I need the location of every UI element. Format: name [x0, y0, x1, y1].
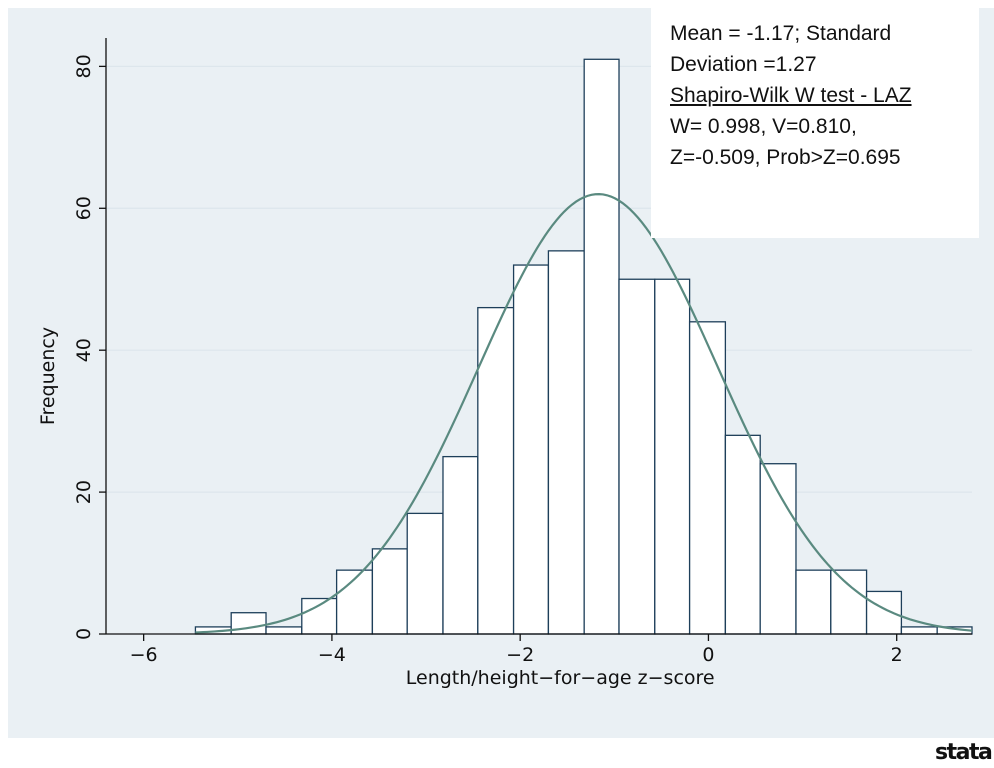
histogram-bar-19 [830, 569, 868, 635]
y-tick-label: 20 [73, 480, 95, 504]
histogram-bar-9 [477, 306, 515, 635]
x-tick-label: 2 [891, 644, 903, 666]
histogram-bar-10 [512, 264, 550, 635]
histogram-bar-2 [230, 612, 267, 635]
histogram-bar-3 [265, 626, 303, 635]
x-tick-label: −6 [130, 644, 158, 666]
y-tick-label: 0 [73, 628, 95, 640]
histogram-bar-16 [724, 434, 761, 635]
stats-line-test-title: Shapiro-Wilk W test - LAZ [670, 84, 912, 107]
histogram-bar-8 [442, 455, 479, 635]
histogram-bar-18 [795, 569, 832, 635]
statistics-annotation: Mean = -1.17; Standard Deviation =1.27 S… [651, 8, 979, 238]
histogram-bar-14 [654, 278, 691, 635]
normal-density-curve [195, 193, 973, 634]
axes [99, 38, 972, 641]
y-tick-label: 60 [73, 196, 95, 220]
stata-logo: stata [934, 738, 994, 765]
histogram-bar-17 [759, 463, 797, 635]
stats-line-z-prob: Z=-0.509, Prob>Z=0.695 [670, 146, 901, 169]
histogram-bars [194, 58, 973, 635]
histogram-bar-7 [406, 512, 444, 635]
histogram-bar-6 [371, 548, 408, 635]
histogram-bar-12 [583, 58, 620, 635]
stats-line-mean: Mean = -1.17; Standard [670, 22, 892, 45]
histogram-bar-15 [688, 321, 727, 635]
histogram-bar-11 [547, 250, 585, 635]
stats-line-sd: Deviation =1.27 [670, 53, 817, 76]
histogram-bar-20 [865, 590, 903, 635]
y-tick-label: 80 [73, 54, 95, 78]
x-tick-label: −2 [506, 644, 534, 666]
histogram-bar-4 [301, 597, 338, 635]
x-tick-label: 0 [702, 644, 714, 666]
svg-text:stata: stata [935, 740, 992, 764]
histogram-bar-13 [618, 278, 656, 635]
y-axis-title: Frequency [37, 327, 59, 425]
x-axis-title: Length/height−for−age z−score [406, 667, 715, 689]
stata-logo-icon: stata [934, 738, 994, 765]
x-tick-label: −4 [318, 644, 346, 666]
y-tick-label: 40 [73, 338, 95, 362]
histogram-bar-21 [900, 626, 938, 635]
stats-line-w-v: W= 0.998, V=0.810, [670, 115, 857, 138]
